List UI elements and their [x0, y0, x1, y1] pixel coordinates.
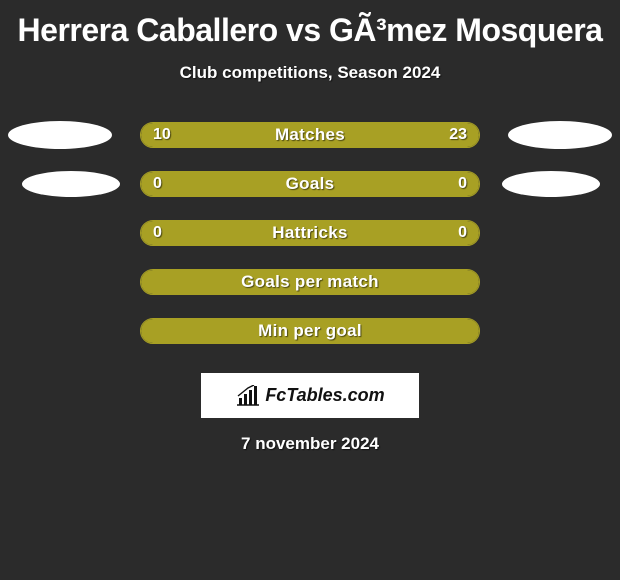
stat-label: Goals per match — [241, 272, 379, 292]
stat-row: 10 23 Matches — [0, 121, 620, 149]
stat-row: 0 0 Goals — [0, 170, 620, 198]
stat-bar: 0 0 Hattricks — [140, 220, 480, 246]
stat-bar: Min per goal — [140, 318, 480, 344]
brand-logo: FcTables.com — [201, 373, 419, 418]
stat-bar: 10 23 Matches — [140, 122, 480, 148]
stat-row: 0 0 Hattricks — [0, 219, 620, 247]
brand-text: FcTables.com — [265, 385, 384, 406]
stat-row: Goals per match — [0, 268, 620, 296]
stat-bar: Goals per match — [140, 269, 480, 295]
stat-bar: 0 0 Goals — [140, 171, 480, 197]
stat-label: Min per goal — [258, 321, 362, 341]
player-right-marker — [502, 171, 600, 197]
player-left-marker — [22, 171, 120, 197]
stat-label: Hattricks — [272, 223, 347, 243]
stat-value-right: 23 — [449, 126, 467, 144]
stat-value-left: 0 — [153, 224, 162, 242]
chart-icon — [235, 385, 261, 407]
player-right-marker — [508, 121, 612, 149]
page-title: Herrera Caballero vs GÃ³mez Mosquera — [18, 12, 603, 49]
stats-area: 10 23 Matches 0 0 Goals 0 0 Hattricks Goals per m… — [0, 121, 620, 345]
stat-value-left: 10 — [153, 126, 171, 144]
stat-value-right: 0 — [458, 175, 467, 193]
date-line: 7 november 2024 — [241, 434, 379, 454]
stat-value-left: 0 — [153, 175, 162, 193]
player-left-marker — [8, 121, 112, 149]
stat-row: Min per goal — [0, 317, 620, 345]
stat-label: Matches — [275, 125, 345, 145]
subtitle: Club competitions, Season 2024 — [180, 63, 441, 83]
stat-label: Goals — [286, 174, 335, 194]
stat-value-right: 0 — [458, 224, 467, 242]
